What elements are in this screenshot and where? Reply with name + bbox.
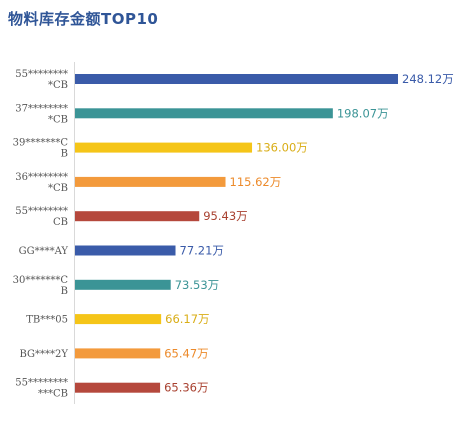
category-label-1: 55******** *CB	[15, 69, 68, 91]
category-label-line: 37********	[15, 103, 68, 114]
bar-3	[75, 142, 253, 153]
value-label-1: 248.12万	[402, 72, 454, 86]
value-label-4: 115.62万	[230, 175, 282, 189]
bar-8	[75, 314, 162, 325]
category-label-line: 55********	[15, 206, 68, 217]
category-label-line: 30*******C	[13, 275, 69, 286]
category-label-line: B	[61, 149, 68, 160]
category-label-6: GG****AY	[19, 246, 69, 257]
value-label-10: 65.36万	[164, 381, 208, 395]
category-label-line: *CB	[48, 114, 68, 125]
value-label-9: 65.47万	[164, 346, 208, 360]
bar-4	[75, 176, 226, 187]
category-label-line: *CB	[48, 183, 68, 194]
category-label-line: TB***05	[26, 315, 68, 326]
category-label-line: 55********	[15, 69, 68, 80]
category-label-7: 30*******C B	[13, 275, 69, 297]
chart-title: 物料库存金额TOP10	[8, 10, 159, 28]
bar-5	[75, 211, 200, 222]
category-label-4: 36******** *CB	[15, 172, 68, 194]
bar-10	[75, 382, 161, 393]
category-label-8: TB***05	[26, 315, 68, 326]
bar-7	[75, 279, 171, 290]
category-label-line: GG****AY	[19, 246, 69, 257]
value-label-2: 198.07万	[337, 106, 389, 120]
category-label-line: 36********	[15, 172, 68, 183]
category-label-line: CB	[53, 217, 68, 228]
category-label-2: 37******** *CB	[15, 103, 68, 125]
value-label-7: 73.53万	[175, 278, 219, 292]
category-label-9: BG****2Y	[20, 349, 69, 360]
category-label-line: B	[61, 286, 68, 297]
bar-9	[75, 348, 161, 359]
bar-1	[75, 74, 398, 84]
value-label-3: 136.00万	[256, 141, 308, 155]
value-label-6: 77.21万	[180, 244, 224, 258]
bar-2	[75, 108, 333, 119]
category-label-line: 39*******C	[13, 138, 69, 149]
value-label-8: 66.17万	[165, 312, 209, 326]
bar-6	[75, 245, 176, 256]
value-label-5: 95.43万	[203, 209, 247, 223]
category-label-line: *CB	[48, 80, 68, 91]
category-label-line: 55********	[15, 378, 68, 389]
category-label-10: 55******** ***CB	[15, 378, 68, 400]
category-label-3: 39*******C B	[13, 138, 69, 160]
category-label-line: ***CB	[38, 389, 68, 400]
category-label-line: BG****2Y	[20, 349, 69, 360]
category-label-5: 55******** CB	[15, 206, 68, 228]
